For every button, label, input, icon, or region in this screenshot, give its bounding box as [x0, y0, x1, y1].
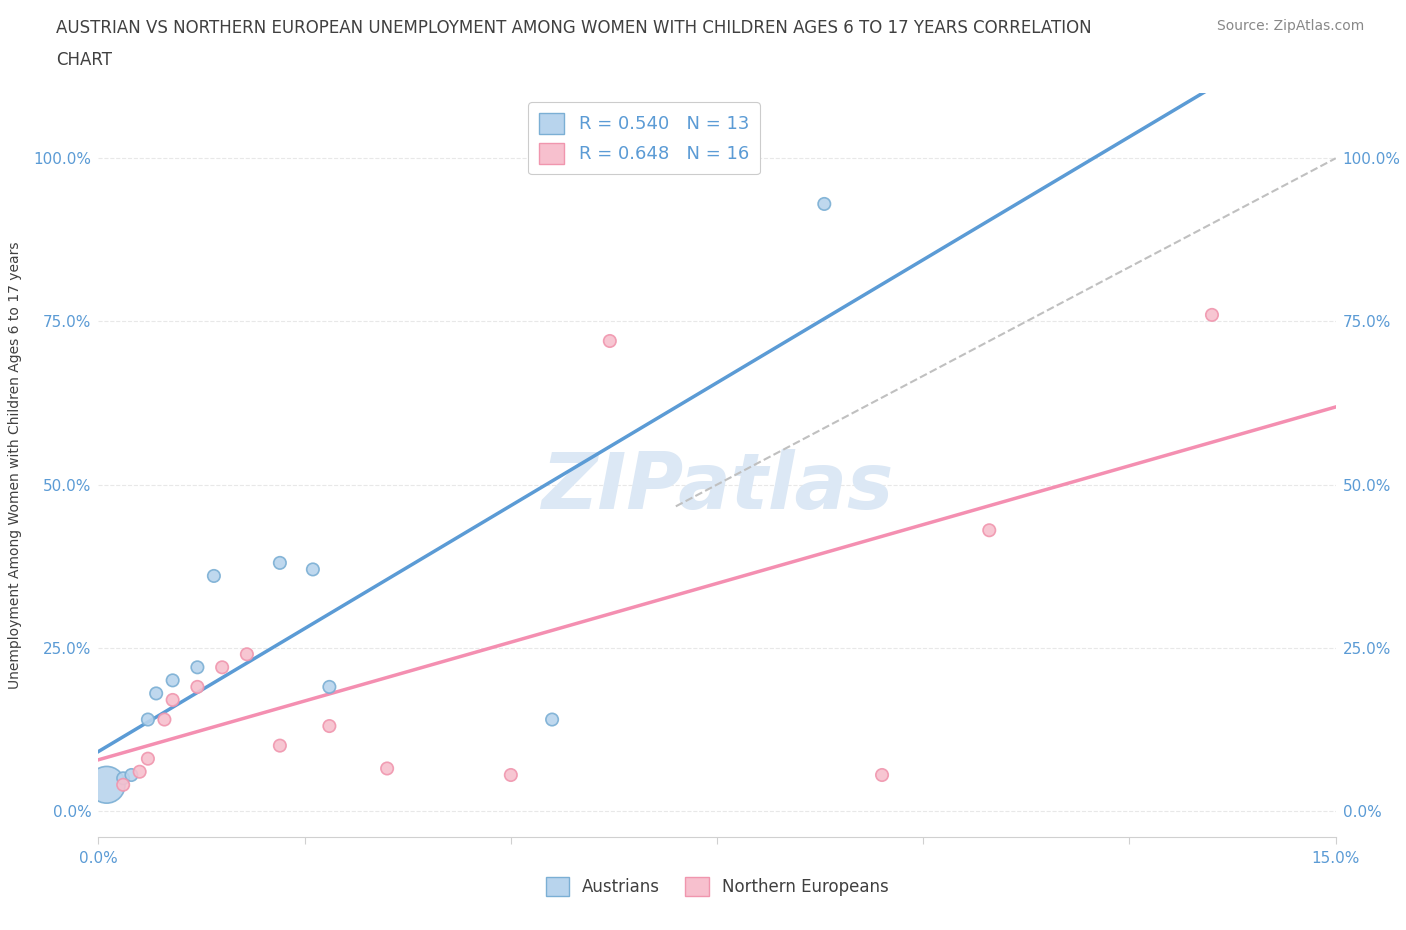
Point [318, 680, 340, 695]
Point [120, 767, 142, 782]
Point [136, 751, 159, 766]
Point [145, 686, 167, 701]
Point [202, 568, 225, 583]
Point [269, 555, 291, 570]
Point [599, 334, 621, 349]
Point [318, 719, 340, 734]
Text: ZIPatlas: ZIPatlas [541, 449, 893, 525]
Point [269, 738, 291, 753]
Point [162, 693, 184, 708]
Point [236, 647, 259, 662]
Point [186, 660, 208, 675]
Point [96, 777, 118, 792]
Point [112, 771, 135, 786]
Text: CHART: CHART [56, 51, 112, 69]
Point [128, 764, 150, 779]
Point [162, 673, 184, 688]
Point [302, 562, 325, 577]
Point [499, 767, 522, 782]
Point [870, 767, 893, 782]
Point [153, 712, 176, 727]
Point [541, 712, 564, 727]
Y-axis label: Unemployment Among Women with Children Ages 6 to 17 years: Unemployment Among Women with Children A… [8, 241, 22, 689]
Point [136, 712, 159, 727]
Point [813, 196, 835, 211]
Point [186, 680, 208, 695]
Legend: Austrians, Northern Europeans: Austrians, Northern Europeans [538, 870, 896, 903]
Point [112, 777, 135, 792]
Point [211, 660, 233, 675]
Point [979, 523, 1001, 538]
Point [375, 761, 398, 776]
Point [1201, 308, 1223, 323]
Text: AUSTRIAN VS NORTHERN EUROPEAN UNEMPLOYMENT AMONG WOMEN WITH CHILDREN AGES 6 TO 1: AUSTRIAN VS NORTHERN EUROPEAN UNEMPLOYME… [56, 19, 1092, 36]
Text: Source: ZipAtlas.com: Source: ZipAtlas.com [1216, 19, 1364, 33]
